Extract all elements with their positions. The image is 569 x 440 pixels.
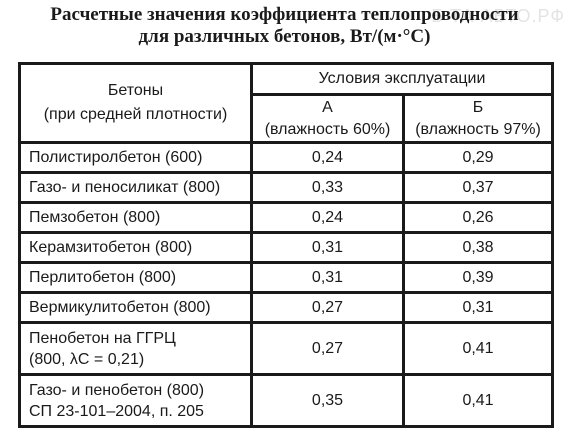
table-row: Газо- и пенобетон (800) СП 23-101–2004, … — [18, 373, 555, 428]
value-a: 0,31 — [250, 261, 405, 294]
table-row: Вермикулитобетон (800) 0,27 0,31 — [18, 291, 555, 324]
value-a: 0,27 — [250, 291, 405, 324]
value-a: 0,33 — [250, 171, 405, 204]
table-row: Пемзобетон (800) 0,24 0,26 — [18, 201, 555, 234]
table-row: Газо- и пеносиликат (800) 0,33 0,37 — [18, 171, 555, 204]
concrete-name: Перлитобетон (800) — [18, 261, 253, 294]
value-b: 0,38 — [401, 231, 555, 264]
table-row: Керамзитобетон (800) 0,31 0,38 — [18, 231, 555, 264]
concrete-name-line-1: Пенобетон на ГГРЦ — [29, 329, 176, 347]
value-a: 0,24 — [250, 141, 405, 174]
concrete-name: Полистиролбетон (600) — [18, 141, 253, 174]
table-row: Пенобетон на ГГРЦ (800, λС = 0,21) 0,27 … — [18, 321, 555, 376]
value-b: 0,41 — [401, 321, 555, 376]
value-b: 0,26 — [401, 201, 555, 234]
concrete-name: Пенобетон на ГГРЦ (800, λС = 0,21) — [18, 321, 253, 376]
table-row: Перлитобетон (800) 0,31 0,39 — [18, 261, 555, 294]
value-b: 0,31 — [401, 291, 555, 324]
condition-a-note: (влажность 60%) — [264, 120, 391, 138]
condition-b-letter: Б — [472, 98, 484, 116]
value-b: 0,29 — [401, 141, 555, 174]
condition-b-note: (влажность 97%) — [415, 120, 541, 138]
title-line-1: Расчетные значения коэффициента теплопро… — [50, 4, 519, 25]
concrete-name-line-2: (800, λС = 0,21) — [29, 350, 145, 368]
value-a: 0,24 — [250, 201, 405, 234]
concrete-name-line-1: Газо- и пенобетон (800) — [29, 381, 205, 399]
condition-a-header: А (влажность 60%) — [250, 93, 405, 144]
concrete-header-line-1: Бетоны — [107, 82, 164, 99]
watermark: Б ТА АВТО.РФ — [431, 6, 565, 26]
concrete-name: Пемзобетон (800) — [18, 201, 253, 234]
value-a: 0,35 — [250, 373, 405, 428]
value-b: 0,41 — [401, 373, 555, 428]
value-b: 0,39 — [401, 261, 555, 294]
value-a: 0,31 — [250, 231, 405, 264]
concrete-name: Газо- и пеносиликат (800) — [18, 171, 253, 204]
condition-a-letter: А — [322, 98, 333, 116]
concrete-name-line-2: СП 23-101–2004, п. 205 — [29, 402, 204, 420]
conditions-header: Условия эксплуатации — [249, 62, 555, 96]
table-title: Расчетные значения коэффициента теплопро… — [0, 4, 569, 48]
concrete-column-header: Бетоны (при средней плотности) — [18, 62, 253, 144]
value-b: 0,37 — [401, 171, 555, 204]
title-line-2: для различных бетонов, Вт/(м·°С) — [138, 26, 431, 47]
conductivity-table: Бетоны (при средней плотности) Условия э… — [18, 62, 555, 428]
concrete-name: Вермикулитобетон (800) — [18, 291, 253, 324]
concrete-header-line-2: (при средней плотности) — [43, 106, 228, 123]
concrete-name: Газо- и пенобетон (800) СП 23-101–2004, … — [18, 373, 253, 428]
concrete-name: Керамзитобетон (800) — [18, 231, 253, 264]
value-a: 0,27 — [250, 321, 405, 376]
table-row: Полистиролбетон (600) 0,24 0,29 — [18, 141, 555, 174]
condition-b-header: Б (влажность 97%) — [401, 93, 555, 144]
